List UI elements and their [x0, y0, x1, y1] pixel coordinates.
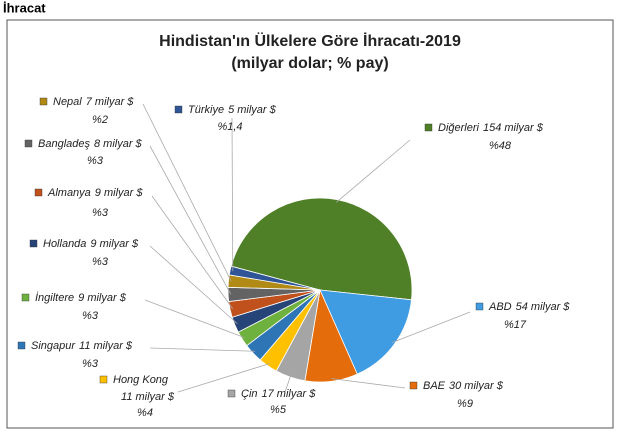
slice-value-label: 9 milyar $: [95, 187, 144, 199]
pie: [227, 197, 413, 383]
leader-line: [231, 117, 234, 272]
leader-line: [142, 103, 232, 282]
slice-value-label: 5 milyar $: [228, 104, 277, 116]
page-title: İhracat: [3, 0, 46, 15]
legend-marker: [475, 302, 484, 311]
leader-line: [177, 363, 270, 393]
category-label: Çin: [241, 388, 258, 400]
slice-value-label: 17 milyar $: [262, 388, 317, 400]
slice-value-label: 154 milyar $: [483, 122, 544, 134]
share-label: %1,4: [217, 121, 242, 133]
slice-value-label: 30 milyar $: [449, 380, 504, 392]
legend-marker: [17, 341, 26, 350]
legend-marker: [24, 139, 33, 148]
slice-label: BAE 30 milyar $: [423, 380, 504, 392]
share-label: %3: [92, 207, 109, 219]
category-label: Almanya: [47, 187, 91, 199]
legend-marker: [174, 105, 183, 114]
category-label: Hollanda: [43, 238, 86, 250]
leader-line: [151, 195, 234, 310]
leader-line: [331, 378, 406, 389]
legend-marker: [39, 97, 48, 106]
slice-label: Singapur 11 milyar $: [31, 340, 133, 352]
slice-label: ABD 54 milyar $: [488, 301, 570, 313]
share-label: %48: [489, 140, 512, 152]
slice-value-label: 7 milyar $: [86, 96, 135, 108]
category-label: ABD: [488, 301, 512, 313]
slice-label: Diğerleri 154 milyar $: [438, 122, 544, 134]
leader-line: [336, 139, 411, 203]
slice-value-label: 54 milyar $: [516, 301, 571, 313]
slice-label: İngiltere 9 milyar $: [35, 292, 127, 304]
slice-label: Nepal 7 milyar $: [53, 96, 134, 108]
slice-label: Almanya 9 milyar $: [47, 187, 143, 199]
leader-line: [284, 374, 292, 393]
category-label: Singapur: [31, 340, 76, 352]
slice-value-label: 9 milyar $: [78, 292, 127, 304]
pie-slice: [319, 289, 412, 375]
legend-marker: [424, 123, 433, 132]
share-label: %17: [504, 319, 527, 331]
pie-slice: [230, 197, 413, 301]
share-label: %5: [270, 404, 287, 416]
slice-label: Bangladeş 8 milyar $: [38, 138, 143, 150]
leader-line: [149, 245, 238, 325]
category-label: BAE: [423, 380, 446, 392]
legend-marker: [34, 188, 43, 197]
slice-value-label: 8 milyar $: [94, 138, 143, 150]
legend-marker: [29, 239, 38, 248]
chart-title: Hindistan'ın Ülkelere Göre İhracatı-2019: [159, 31, 461, 50]
share-label: %4: [137, 407, 153, 419]
leader-line: [144, 299, 245, 338]
slice-value-label: 9 milyar $: [90, 238, 139, 250]
slice-value-label: 11 milyar $: [121, 391, 175, 403]
slice-label: Çin 17 milyar $: [241, 388, 316, 400]
share-label: %9: [457, 398, 473, 410]
share-label: %3: [82, 358, 99, 370]
share-label: %3: [82, 310, 99, 322]
pie-slice: [228, 265, 321, 291]
legend-marker: [227, 389, 236, 398]
category-label: İngiltere: [35, 292, 74, 304]
legend-marker: [409, 381, 418, 390]
chart-subtitle: (milyar dolar; % pay): [231, 55, 388, 72]
category-label: Türkiye: [188, 104, 224, 116]
share-label: %3: [87, 155, 104, 167]
share-label: %2: [92, 114, 108, 126]
slice-value-label: 11 milyar $: [79, 340, 133, 352]
category-label: Nepal: [53, 96, 82, 108]
slice-label: Hong Kong: [113, 374, 169, 386]
category-label: Bangladeş: [38, 138, 90, 150]
leader-line: [149, 145, 232, 295]
slice-label: Türkiye 5 milyar $: [188, 104, 277, 116]
legend-marker: [21, 293, 30, 302]
category-label: Diğerleri: [438, 122, 480, 134]
share-label: %3: [92, 256, 109, 268]
leader-line: [149, 347, 256, 352]
legend-marker: [99, 375, 108, 384]
slice-label: Hollanda 9 milyar $: [43, 238, 139, 250]
leader-line: [391, 311, 471, 343]
